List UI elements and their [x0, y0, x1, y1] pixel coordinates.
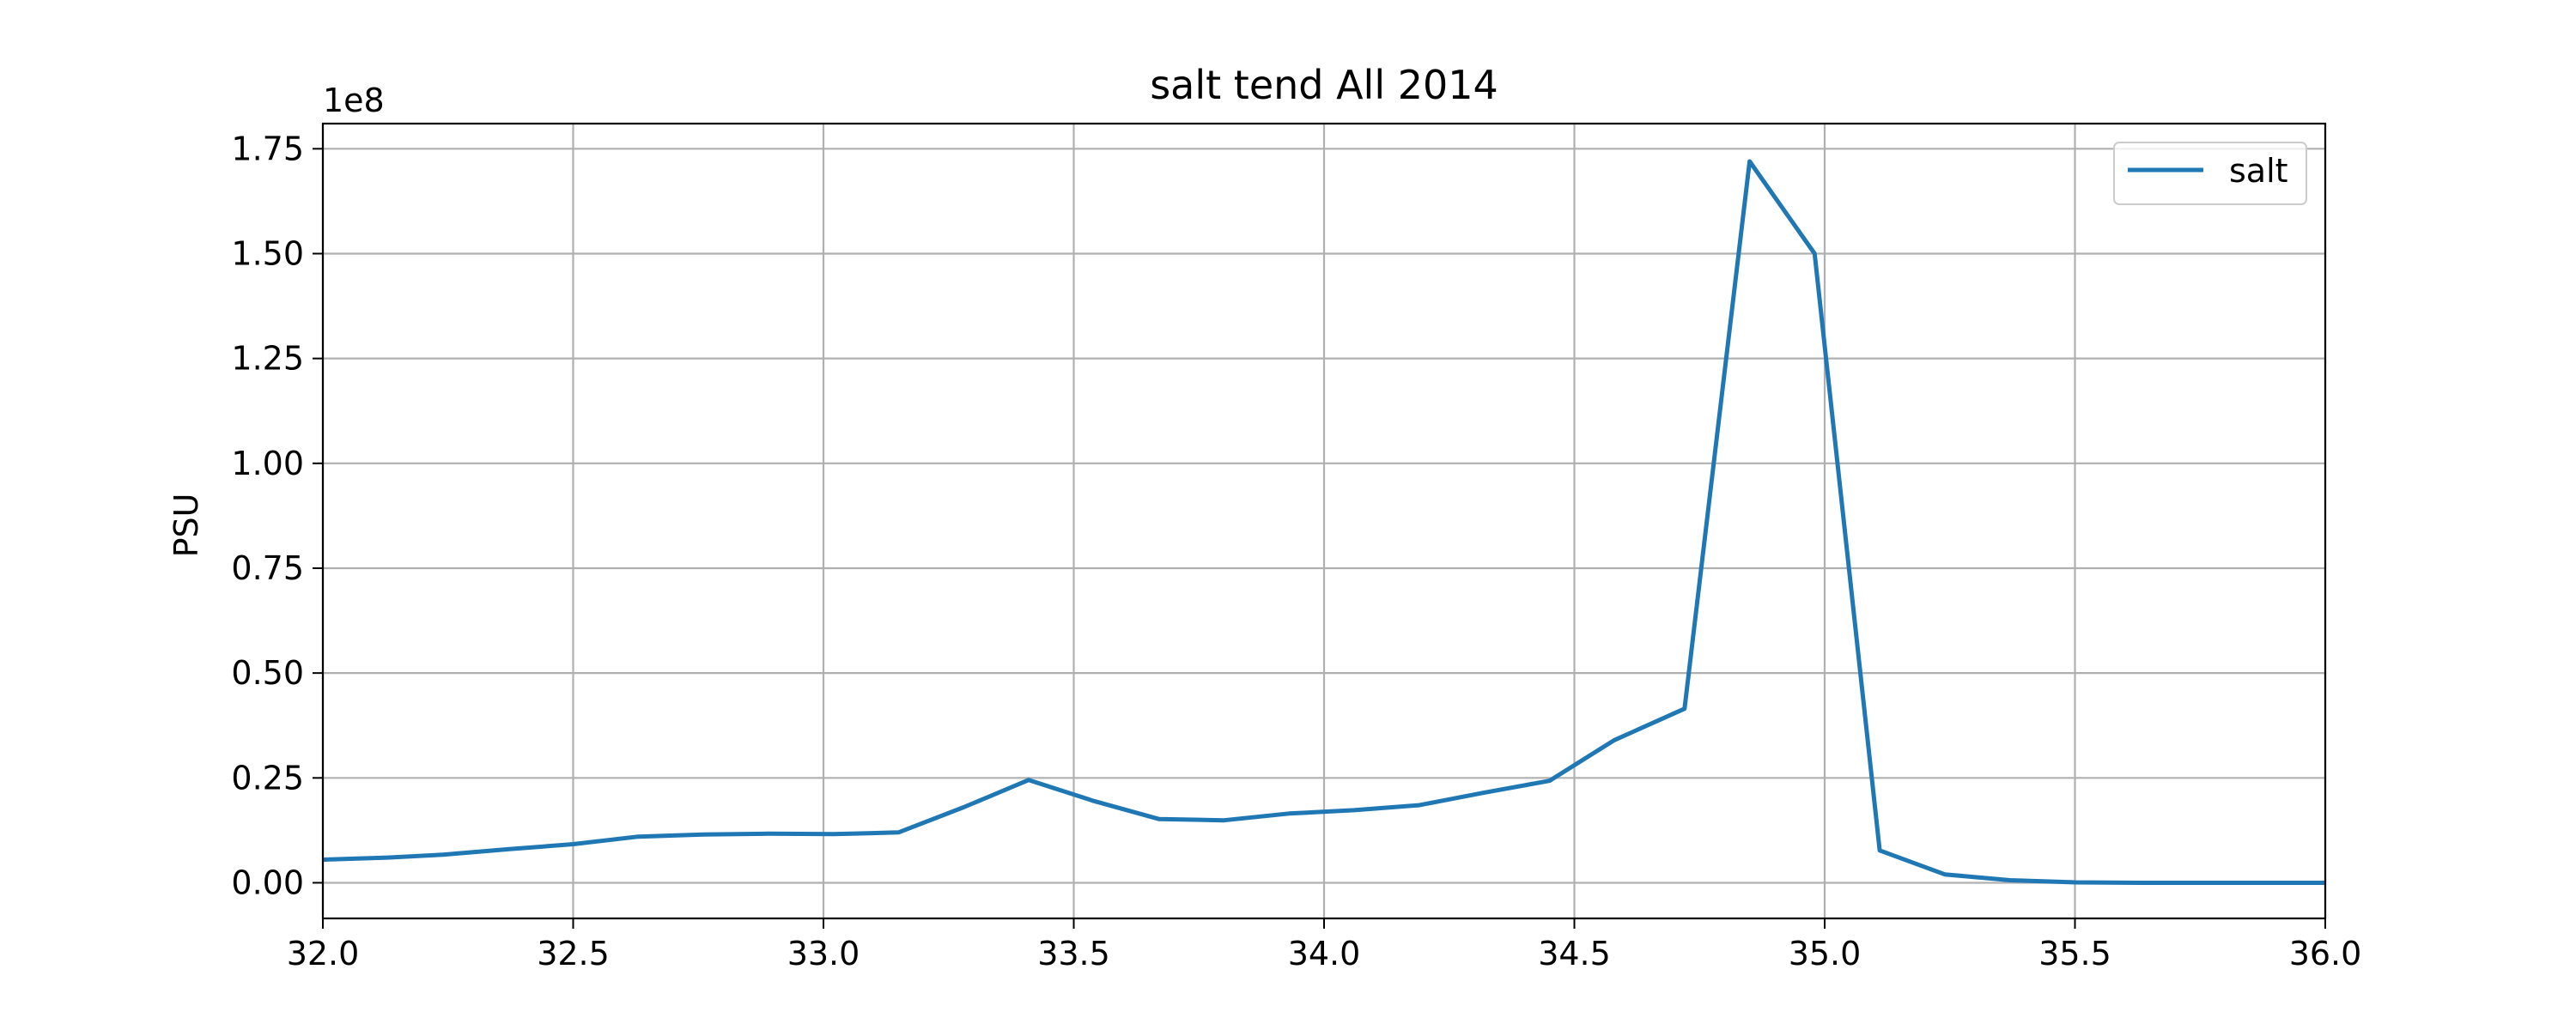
y-tick-label: 0.50: [231, 654, 304, 692]
tick-layer: 32.0 32.5 33.0 33.5 34.0 34.5 35.0 35.5 36.0 0.00…: [231, 130, 2361, 972]
legend: salt: [2113, 142, 2307, 205]
x-tick-label: 36.0: [2289, 935, 2362, 972]
x-tick-label: 33.0: [787, 935, 860, 972]
y-tick-label: 0.75: [231, 549, 304, 587]
legend-label-salt: salt: [2229, 152, 2288, 190]
x-tick-label: 34.0: [1288, 935, 1361, 972]
x-tick-label: 35.5: [2038, 935, 2111, 972]
chart-title: salt tend All 2014: [1150, 62, 1498, 108]
y-axis-offset-label: 1e8: [323, 82, 385, 119]
x-tick-label: 33.5: [1037, 935, 1110, 972]
y-tick-label: 1.75: [231, 130, 304, 167]
y-tick-label: 0.00: [231, 863, 304, 901]
y-tick-label: 0.25: [231, 759, 304, 797]
series-line-salt: [322, 159, 2325, 885]
y-tick-label: 1.25: [231, 340, 304, 378]
series-layer: [322, 159, 2325, 885]
y-tick-label: 1.00: [231, 445, 304, 482]
x-tick-label: 35.0: [1789, 935, 1862, 972]
x-tick-label: 32.5: [537, 935, 610, 972]
y-tick-label: 1.50: [231, 234, 304, 272]
y-axis-label: PSU: [167, 494, 205, 558]
legend-box: [2113, 142, 2307, 205]
grid-layer: [321, 124, 2327, 918]
x-tick-label: 32.0: [287, 935, 360, 972]
x-tick-label: 34.5: [1538, 935, 1611, 972]
